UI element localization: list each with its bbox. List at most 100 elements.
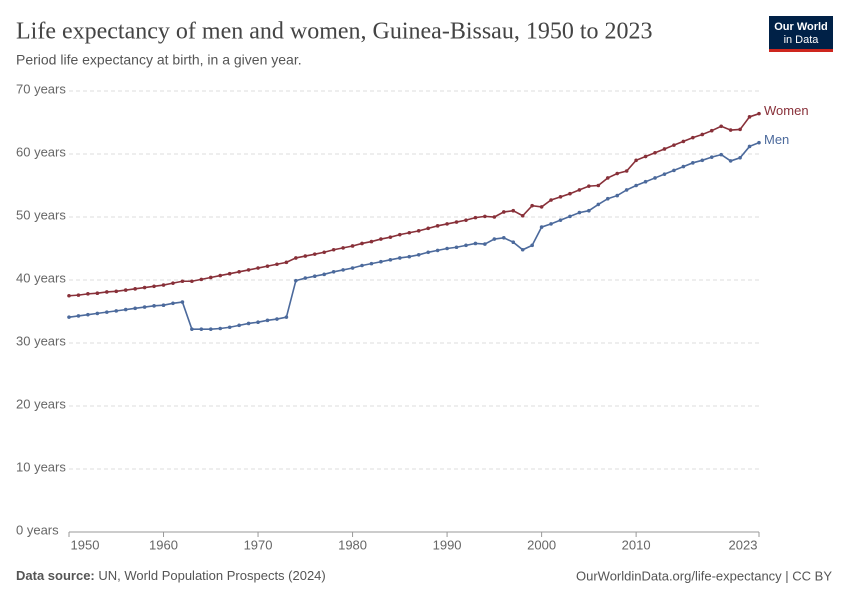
point (86, 292, 90, 296)
point (577, 188, 582, 192)
point (492, 215, 497, 219)
source-text: UN, World Population Prospects (2024) (98, 568, 325, 583)
point (634, 183, 638, 188)
point (681, 164, 686, 169)
point (95, 311, 100, 316)
point (360, 241, 364, 246)
point (303, 254, 308, 258)
point (142, 305, 147, 309)
point (662, 172, 667, 176)
point (530, 243, 534, 248)
point (123, 307, 128, 312)
point (180, 300, 185, 304)
x-tick-label: 2023 (729, 537, 758, 552)
point (360, 263, 364, 268)
credit[interactable]: OurWorldinData.org/life-expectancy | CC … (576, 568, 832, 583)
point (246, 321, 251, 326)
point (596, 202, 601, 207)
chart-title: Life expectancy of men and women, Guinea… (16, 19, 653, 45)
point (605, 196, 610, 201)
logo-text: in Data (784, 34, 820, 46)
point (483, 242, 487, 246)
point (256, 266, 260, 270)
point (123, 288, 128, 292)
point (76, 293, 81, 297)
point (464, 218, 468, 222)
y-tick-label: 30 years (16, 333, 66, 348)
logo[interactable]: Our World in Data (769, 16, 833, 52)
point (341, 246, 345, 250)
point (369, 261, 374, 266)
point (275, 317, 279, 321)
point (407, 230, 412, 235)
point (643, 154, 648, 159)
series (67, 140, 761, 331)
point (445, 222, 449, 226)
point (435, 248, 440, 253)
point (416, 229, 421, 233)
x-tick-label: 1980 (338, 537, 367, 552)
point (199, 327, 204, 331)
point (549, 222, 553, 226)
x-tick-label: 1950 (71, 537, 100, 552)
point (294, 278, 298, 283)
point (568, 191, 572, 196)
point (757, 111, 761, 116)
chart-subtitle: Period life expectancy at birth, in a gi… (16, 52, 302, 68)
x-tick-label: 1990 (433, 537, 462, 552)
point (388, 235, 393, 239)
point (322, 250, 327, 255)
point (379, 237, 383, 241)
point (416, 253, 421, 257)
point (275, 262, 279, 267)
point (379, 259, 383, 264)
point (501, 210, 506, 214)
source-label: Data source: (16, 568, 95, 583)
y-tick-label: 70 years (16, 81, 66, 96)
point (757, 140, 761, 145)
point (67, 293, 71, 298)
point (388, 258, 393, 262)
point (426, 250, 430, 255)
point (539, 205, 544, 209)
point (511, 208, 516, 213)
point (237, 323, 241, 328)
line (68, 141, 760, 330)
series (67, 111, 761, 298)
point (142, 285, 147, 290)
point (190, 327, 194, 331)
point (218, 326, 223, 331)
y-tick-label: 60 years (16, 144, 66, 159)
point (190, 279, 194, 284)
point (426, 226, 430, 231)
y-tick-label: 0 years (16, 522, 59, 537)
point (152, 284, 156, 289)
point (161, 303, 166, 308)
point (728, 128, 733, 132)
point (558, 218, 563, 222)
logo-text: Our World (774, 21, 828, 33)
point (105, 310, 109, 314)
point (208, 275, 213, 280)
point (76, 314, 81, 318)
point (369, 239, 374, 244)
point (738, 127, 742, 132)
line (68, 112, 760, 297)
x-tick-label: 1970 (244, 537, 273, 552)
y-tick-label: 40 years (16, 270, 66, 285)
point (719, 152, 723, 157)
point (530, 203, 534, 208)
point (227, 271, 232, 276)
point (709, 155, 714, 159)
point (171, 281, 175, 285)
point (265, 318, 270, 323)
point (719, 124, 723, 129)
point (407, 254, 412, 259)
point (435, 224, 440, 228)
point (208, 327, 213, 331)
point (511, 240, 516, 244)
point (568, 214, 572, 219)
point (672, 143, 676, 147)
point (700, 158, 705, 163)
point (67, 315, 71, 319)
